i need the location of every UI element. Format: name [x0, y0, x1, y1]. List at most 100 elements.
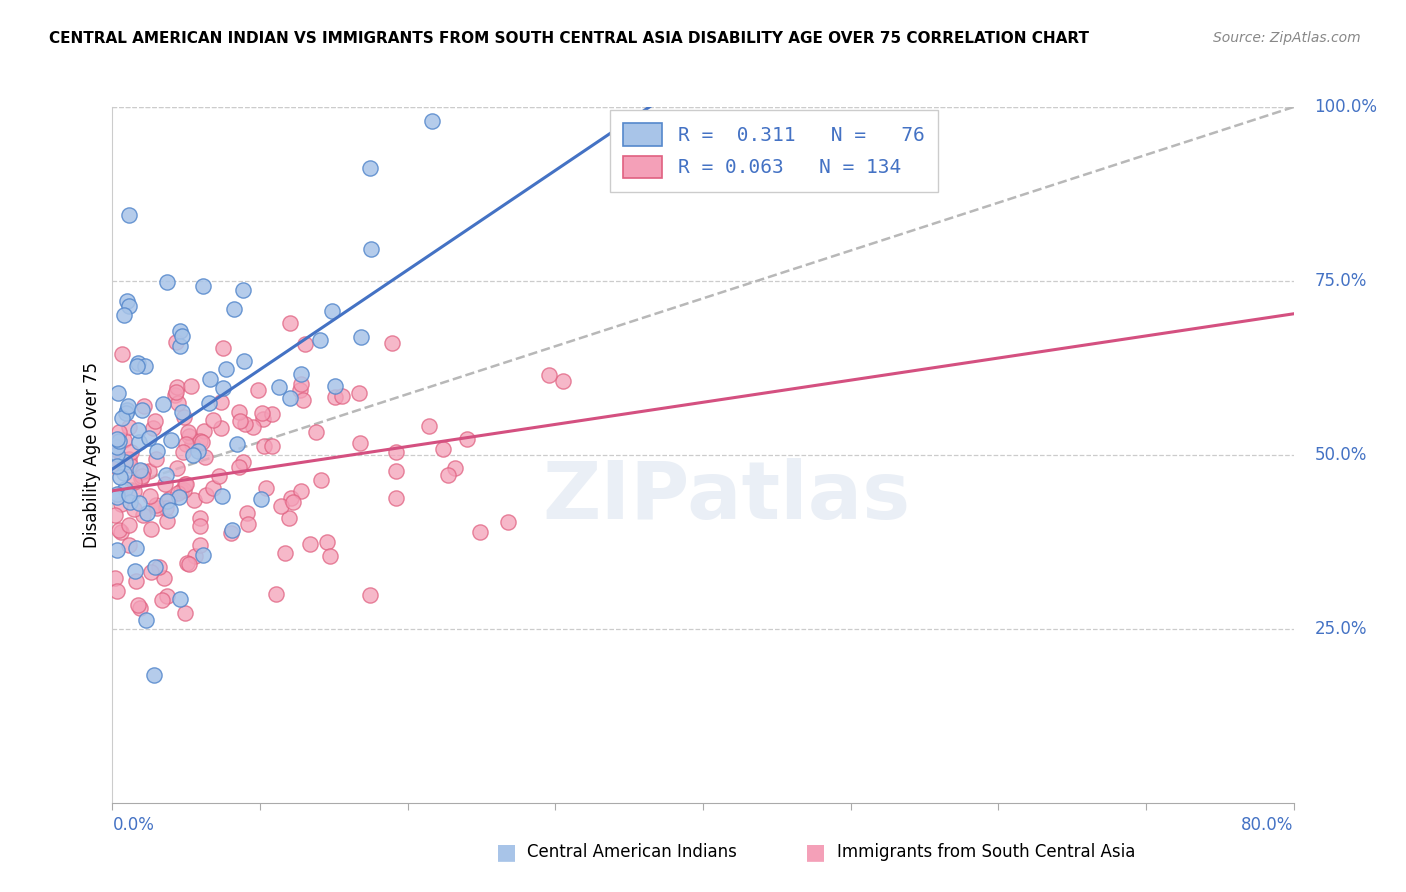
- Point: [105, 460, 128, 475]
- Point: [156, 514, 179, 528]
- Point: [381, 335, 404, 350]
- Point: [159, 502, 181, 516]
- Point: [224, 302, 246, 317]
- Point: [124, 502, 146, 516]
- Point: [266, 587, 288, 601]
- Point: [169, 592, 191, 607]
- Point: [173, 409, 195, 424]
- Point: [169, 483, 191, 498]
- Point: [114, 454, 136, 468]
- Point: [136, 506, 159, 520]
- Point: [143, 667, 166, 681]
- Point: [120, 495, 142, 509]
- Point: [105, 487, 128, 501]
- Point: [201, 482, 224, 496]
- Point: [384, 491, 406, 505]
- Point: [105, 458, 128, 473]
- Point: [152, 397, 174, 411]
- Point: [191, 549, 214, 563]
- Point: [350, 330, 373, 344]
- Point: [156, 275, 179, 289]
- Point: [169, 324, 191, 338]
- Text: Central American Indians: Central American Indians: [527, 843, 737, 861]
- Point: [145, 498, 167, 512]
- Point: [308, 333, 330, 347]
- Point: [153, 476, 176, 491]
- Point: [215, 362, 238, 376]
- Text: 80.0%: 80.0%: [1241, 816, 1294, 834]
- Text: ■: ■: [806, 842, 825, 862]
- Point: [211, 489, 233, 503]
- Point: [422, 114, 444, 128]
- Point: [139, 566, 162, 580]
- Point: [157, 491, 180, 506]
- Point: [139, 522, 162, 536]
- Point: [309, 473, 332, 487]
- Point: [316, 535, 339, 549]
- Point: [169, 339, 191, 353]
- Point: [177, 557, 200, 571]
- Point: [221, 523, 243, 537]
- Point: [125, 359, 148, 374]
- Point: [143, 414, 166, 428]
- Point: [174, 477, 197, 491]
- Point: [153, 571, 176, 585]
- Point: [181, 437, 204, 451]
- Point: [112, 308, 135, 322]
- Point: [262, 439, 284, 453]
- Point: [254, 481, 277, 495]
- Point: [232, 283, 254, 297]
- Point: [104, 508, 127, 522]
- Text: CENTRAL AMERICAN INDIAN VS IMMIGRANTS FROM SOUTH CENTRAL ASIA DISABILITY AGE OVE: CENTRAL AMERICAN INDIAN VS IMMIGRANTS FR…: [49, 31, 1090, 46]
- Point: [537, 368, 560, 383]
- Point: [359, 161, 381, 175]
- Point: [232, 455, 254, 469]
- Point: [105, 447, 128, 461]
- Legend: R =  0.311   N =   76, R = 0.063   N = 134: R = 0.311 N = 76, R = 0.063 N = 134: [610, 110, 938, 192]
- Point: [117, 399, 139, 413]
- Point: [139, 489, 162, 503]
- Point: [290, 377, 312, 392]
- Point: [188, 434, 211, 449]
- Point: [128, 601, 150, 615]
- Point: [160, 434, 183, 448]
- Point: [125, 574, 148, 588]
- Point: [165, 334, 187, 349]
- Point: [290, 384, 312, 398]
- Point: [105, 440, 128, 454]
- Point: [131, 469, 153, 483]
- Point: [212, 341, 235, 355]
- Point: [360, 242, 382, 256]
- Point: [553, 374, 575, 388]
- Point: [167, 490, 190, 504]
- Point: [128, 496, 150, 510]
- Point: [270, 500, 292, 514]
- Point: [290, 367, 312, 381]
- Point: [193, 424, 215, 438]
- Point: [221, 526, 243, 541]
- Point: [142, 421, 165, 435]
- Point: [319, 549, 342, 564]
- Point: [267, 380, 290, 394]
- Point: [437, 467, 460, 482]
- Point: [228, 405, 250, 419]
- Point: [253, 439, 276, 453]
- Point: [112, 434, 135, 448]
- Point: [247, 383, 270, 397]
- Point: [156, 494, 179, 508]
- Point: [172, 445, 194, 459]
- Point: [188, 511, 211, 525]
- Point: [330, 389, 353, 403]
- Point: [124, 475, 146, 489]
- Point: [105, 583, 128, 598]
- Point: [129, 463, 152, 477]
- Point: [129, 471, 152, 485]
- Point: [112, 466, 135, 480]
- Point: [323, 390, 346, 404]
- Point: [104, 442, 127, 456]
- Point: [321, 303, 343, 318]
- Text: ■: ■: [496, 842, 516, 862]
- Text: 25.0%: 25.0%: [1315, 620, 1367, 638]
- Point: [250, 491, 273, 506]
- Text: Immigrants from South Central Asia: Immigrants from South Central Asia: [837, 843, 1135, 861]
